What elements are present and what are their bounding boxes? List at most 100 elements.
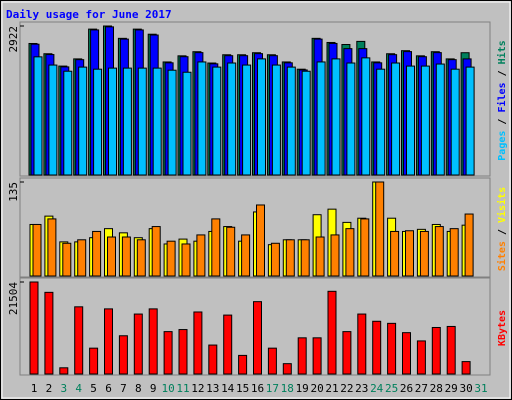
bar xyxy=(133,313,143,375)
bar xyxy=(345,228,355,277)
bar xyxy=(282,363,292,375)
bar xyxy=(449,228,459,277)
bar xyxy=(297,337,307,375)
bar xyxy=(104,308,113,375)
bar xyxy=(121,236,131,277)
x-tick-label: 1 xyxy=(31,382,38,395)
bar xyxy=(107,236,116,277)
bar xyxy=(465,66,475,176)
legend-separator: / xyxy=(497,223,508,241)
bar xyxy=(361,57,371,176)
legend: Pages / Files / Hits xyxy=(496,40,508,160)
bar xyxy=(197,61,207,176)
bar xyxy=(242,64,252,176)
bar xyxy=(286,66,296,176)
x-tick-label: 31 xyxy=(474,382,487,395)
x-tick-label: 9 xyxy=(150,382,157,395)
x-tick-label: 19 xyxy=(296,382,309,395)
bar xyxy=(267,347,277,375)
bar xyxy=(256,204,265,277)
bar xyxy=(376,68,386,176)
legend-entry: Hits xyxy=(496,40,508,64)
bar xyxy=(163,331,173,375)
bar xyxy=(342,331,352,375)
bar xyxy=(375,181,385,277)
legend-separator: / xyxy=(497,64,508,82)
bar xyxy=(300,239,310,277)
bar xyxy=(257,58,266,176)
bar xyxy=(47,218,57,277)
bar xyxy=(77,239,87,277)
x-tick-label: 11 xyxy=(176,382,189,395)
bar xyxy=(420,65,430,176)
bar xyxy=(253,301,262,375)
x-tick-label: 13 xyxy=(206,382,219,395)
bar xyxy=(346,62,356,176)
legend-entry: KBytes xyxy=(497,310,508,346)
bar xyxy=(182,71,192,176)
bar xyxy=(271,64,281,176)
bar xyxy=(316,61,326,176)
bar xyxy=(327,290,337,375)
bar xyxy=(181,243,191,277)
x-tick-label: 27 xyxy=(415,382,428,395)
x-tick-label: 5 xyxy=(90,382,97,395)
bar xyxy=(434,226,444,277)
x-tick-label: 18 xyxy=(281,382,294,395)
x-tick-label: 22 xyxy=(340,382,353,395)
x-tick-label: 10 xyxy=(161,382,174,395)
x-tick-label: 17 xyxy=(266,382,279,395)
bar xyxy=(32,223,42,277)
bar xyxy=(78,66,88,176)
bar xyxy=(59,367,69,375)
bar xyxy=(331,58,341,176)
bar xyxy=(357,313,367,375)
bar xyxy=(92,230,102,277)
bar xyxy=(166,240,176,277)
bar xyxy=(372,320,382,375)
x-tick-label: 4 xyxy=(75,382,82,395)
bar xyxy=(226,226,236,277)
bar xyxy=(390,230,400,277)
x-tick-label: 3 xyxy=(60,382,67,395)
bar xyxy=(122,67,132,176)
bar xyxy=(402,332,411,375)
bar xyxy=(241,234,251,277)
legend-entry: Sites xyxy=(496,241,508,271)
bar xyxy=(196,234,206,277)
bar xyxy=(461,361,471,375)
bar xyxy=(406,65,415,176)
chart-title: Daily usage for June 2017 xyxy=(6,8,172,21)
bar xyxy=(387,322,397,375)
legend-entry: Visits xyxy=(496,187,508,223)
x-tick-label: 25 xyxy=(385,382,398,395)
bar xyxy=(136,239,146,277)
bar xyxy=(74,306,84,375)
x-tick-label: 2 xyxy=(46,382,53,395)
bar xyxy=(29,281,39,375)
bar xyxy=(152,67,162,176)
bar xyxy=(137,67,147,176)
x-tick-label: 28 xyxy=(430,382,443,395)
bar xyxy=(238,354,248,375)
legend-entry: Pages xyxy=(497,131,508,161)
x-tick-label: 29 xyxy=(445,382,458,395)
bar xyxy=(212,66,222,176)
bar xyxy=(330,234,340,277)
bar xyxy=(405,230,414,277)
bar xyxy=(148,308,158,375)
bar xyxy=(301,70,311,176)
x-tick-label: 12 xyxy=(191,382,204,395)
bar xyxy=(431,326,441,375)
legend-entry: Files xyxy=(496,82,508,112)
bar xyxy=(419,230,429,277)
bar xyxy=(151,226,161,277)
bar xyxy=(33,56,43,176)
bar xyxy=(44,291,54,375)
bar xyxy=(223,314,233,375)
legend: Sites / Visits xyxy=(496,187,508,271)
x-tick-label: 16 xyxy=(251,382,264,395)
x-tick-label: 7 xyxy=(120,382,127,395)
legend: KBytes xyxy=(497,310,508,346)
